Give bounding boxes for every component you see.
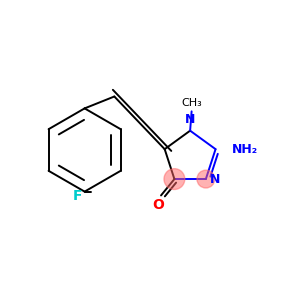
Text: NH₂: NH₂ <box>232 143 258 156</box>
Text: CH₃: CH₃ <box>181 98 202 108</box>
Text: N: N <box>185 113 195 126</box>
Circle shape <box>197 170 215 188</box>
Circle shape <box>164 169 185 190</box>
Text: N: N <box>210 172 221 186</box>
Text: F: F <box>72 189 82 203</box>
Text: O: O <box>153 198 165 212</box>
